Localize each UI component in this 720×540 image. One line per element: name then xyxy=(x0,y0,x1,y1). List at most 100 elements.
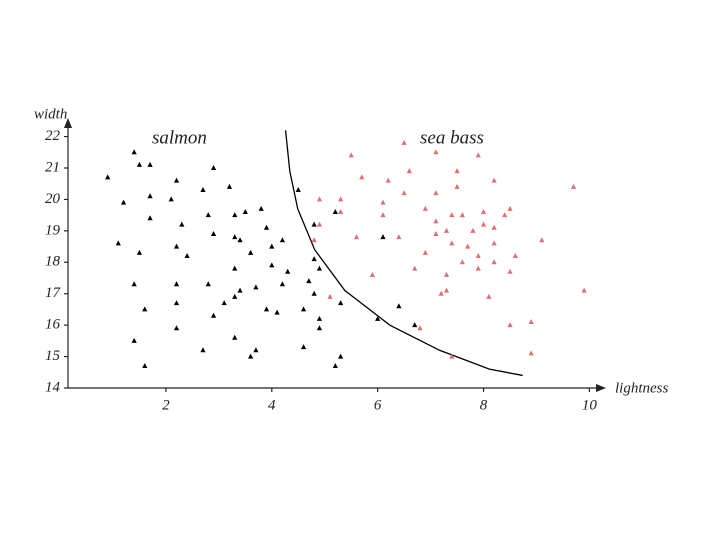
point xyxy=(570,183,577,189)
y-tick-label: 19 xyxy=(45,222,61,238)
series-label: salmon xyxy=(152,127,207,148)
point xyxy=(507,205,513,211)
point xyxy=(502,212,508,218)
y-tick-label: 14 xyxy=(45,379,61,395)
y-axis-label: width xyxy=(34,106,67,122)
x-tick-label: 2 xyxy=(162,397,170,413)
point xyxy=(422,249,428,255)
point xyxy=(237,287,243,293)
decision-boundary xyxy=(284,130,523,377)
x-axis-label: lightness xyxy=(615,380,668,396)
point xyxy=(131,281,137,287)
point xyxy=(311,256,317,262)
point xyxy=(168,196,174,202)
point xyxy=(338,209,344,214)
point xyxy=(248,353,254,359)
point xyxy=(433,231,439,236)
point xyxy=(375,315,381,321)
y-tick-label: 18 xyxy=(45,254,61,270)
point xyxy=(353,234,360,240)
point xyxy=(173,177,180,183)
point xyxy=(491,177,497,183)
point xyxy=(210,165,217,170)
point xyxy=(200,187,206,192)
point xyxy=(316,221,323,227)
point xyxy=(470,227,476,233)
point xyxy=(480,221,487,227)
point xyxy=(210,231,217,236)
point xyxy=(300,306,307,312)
point xyxy=(433,218,439,224)
point xyxy=(528,350,534,356)
point xyxy=(173,243,180,249)
point xyxy=(279,237,285,243)
point xyxy=(173,325,180,331)
point xyxy=(433,190,439,196)
point xyxy=(269,262,275,268)
point xyxy=(401,139,407,145)
point xyxy=(120,199,127,205)
point xyxy=(173,281,180,287)
point xyxy=(475,265,481,271)
point xyxy=(258,205,264,211)
y-axis-arrow xyxy=(64,118,72,128)
point xyxy=(316,265,323,271)
point xyxy=(248,249,254,255)
point xyxy=(311,290,317,296)
point xyxy=(443,227,450,233)
point xyxy=(311,237,317,243)
point xyxy=(465,243,471,249)
point xyxy=(422,205,428,211)
y-tick-label: 17 xyxy=(45,285,62,301)
point xyxy=(232,265,238,271)
point xyxy=(475,152,481,158)
point xyxy=(480,209,487,214)
point xyxy=(507,268,513,274)
point xyxy=(380,234,386,240)
point xyxy=(412,322,418,328)
point xyxy=(237,237,243,243)
x-tick-label: 8 xyxy=(480,397,488,413)
point xyxy=(581,287,587,293)
point xyxy=(475,253,481,258)
point xyxy=(380,212,386,218)
point xyxy=(417,325,423,331)
point xyxy=(147,161,153,167)
series-label: sea bass xyxy=(420,127,484,148)
point xyxy=(449,240,455,246)
point xyxy=(332,363,338,368)
point xyxy=(406,168,413,174)
point xyxy=(142,306,148,312)
point xyxy=(316,315,323,321)
point xyxy=(147,215,153,221)
point xyxy=(221,300,227,306)
point xyxy=(184,253,190,258)
point xyxy=(131,337,137,343)
point xyxy=(443,271,450,277)
point xyxy=(226,183,233,189)
point xyxy=(147,193,153,199)
point xyxy=(205,212,211,218)
point xyxy=(242,209,248,214)
point xyxy=(438,290,444,296)
point xyxy=(205,281,211,287)
point xyxy=(539,237,545,243)
point xyxy=(232,334,238,340)
point xyxy=(459,212,465,218)
point xyxy=(454,168,460,174)
point xyxy=(491,224,497,230)
point xyxy=(338,353,344,359)
x-tick-label: 6 xyxy=(374,397,382,413)
x-tick-label: 10 xyxy=(582,397,598,413)
y-tick-label: 22 xyxy=(45,128,61,144)
point xyxy=(253,347,259,353)
point xyxy=(173,300,180,306)
point xyxy=(316,325,323,331)
point xyxy=(300,344,307,350)
point xyxy=(232,234,238,240)
point xyxy=(486,293,492,299)
point xyxy=(327,293,333,299)
point xyxy=(279,281,285,287)
y-tick-label: 21 xyxy=(45,159,60,175)
